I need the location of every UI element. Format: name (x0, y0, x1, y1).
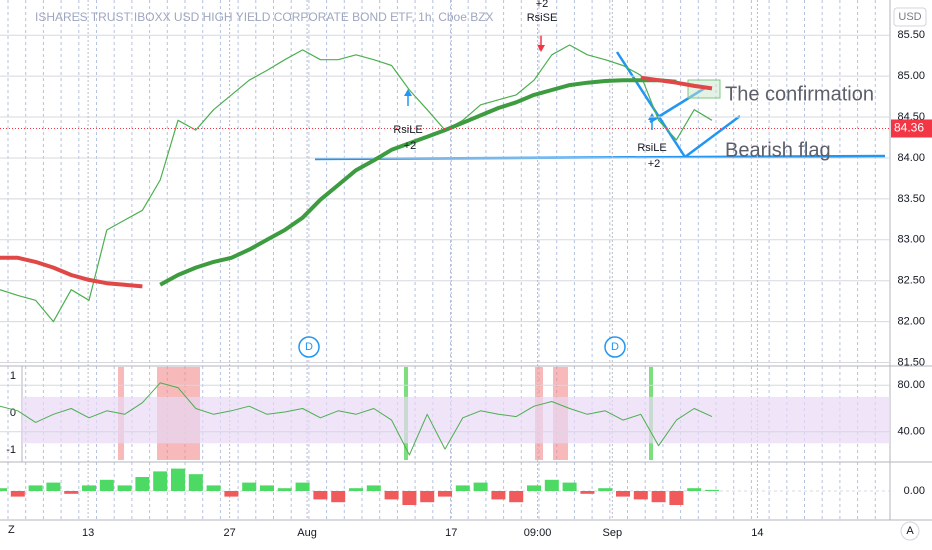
dividend-label: D (611, 341, 619, 353)
histogram-bar (616, 491, 630, 497)
histogram-bar (633, 491, 648, 500)
series-line (0, 75, 713, 289)
y-tick-label: 81.50 (897, 356, 925, 368)
histogram-bar (402, 491, 417, 505)
histogram-bar (313, 491, 328, 500)
histogram-bar (598, 488, 613, 491)
histogram-bar (438, 491, 452, 497)
histogram-bar (331, 491, 346, 503)
histogram-bar (491, 491, 506, 500)
y-tick-label: 82.00 (897, 316, 925, 328)
histogram-bar (527, 485, 541, 491)
y-tick-label: 85.00 (897, 70, 925, 82)
x-tick-label: 13 (82, 527, 94, 539)
histogram-bar (455, 485, 470, 491)
arrow (537, 45, 545, 52)
histogram-bar (562, 482, 577, 491)
histogram-bar (28, 485, 43, 491)
histogram-bar (0, 488, 7, 491)
x-tick-label: 27 (223, 527, 235, 539)
series-line (159, 78, 677, 287)
annotation: Bearish flag (725, 139, 831, 161)
x-tick-label: 14 (751, 527, 763, 539)
y-tick-label: 0.00 (904, 485, 925, 497)
histogram-bar (580, 491, 595, 494)
rsi-band (22, 396, 890, 444)
histogram-bar (206, 485, 221, 491)
currency-box[interactable] (893, 7, 927, 27)
zoom-button[interactable]: Z (8, 524, 15, 536)
histogram-bar (509, 491, 524, 503)
histogram-bar (366, 485, 381, 491)
histogram-bar (99, 479, 114, 491)
x-tick-label: Aug (297, 527, 317, 539)
auto-scale-button[interactable] (900, 521, 920, 541)
arrow (404, 89, 412, 96)
histogram-bar (260, 485, 274, 491)
y2-tick-label: 1 (10, 370, 16, 382)
currency[interactable]: USD (898, 11, 921, 23)
histogram-bar (171, 468, 185, 491)
y-tick-label: 85.50 (897, 29, 925, 41)
series-line (0, 382, 713, 456)
annotation: +2 (648, 158, 661, 170)
histogram-bar (153, 471, 168, 491)
annotation: +2 (404, 140, 417, 152)
arrow (648, 113, 656, 120)
series-line (0, 44, 713, 323)
histogram-bar (669, 491, 684, 505)
dividend-marker (604, 336, 626, 358)
y2-tick-label: -1 (6, 444, 16, 456)
x-tick-label: 17 (445, 527, 457, 539)
annotation: RsiSE (527, 12, 558, 24)
y2-tick-label: 0 (10, 407, 16, 419)
histogram-bar (420, 491, 435, 503)
histogram-bar (295, 482, 310, 491)
y-tick-label: 83.50 (897, 193, 925, 205)
annotation: The confirmation (725, 83, 874, 105)
histogram-bar (384, 491, 399, 500)
histogram-bar (82, 485, 96, 491)
x-tick-label: Sep (603, 527, 623, 539)
annotation: RsiLE (393, 124, 422, 136)
flag-line (684, 114, 741, 159)
y-tick-label: 80.00 (897, 379, 925, 391)
histogram-bar (277, 488, 292, 491)
last-price-label: 84.36 (894, 121, 924, 135)
y-tick-label: 82.50 (897, 275, 925, 287)
dividend-label: D (305, 341, 313, 353)
histogram-bar (473, 482, 488, 491)
chart-title: ISHARES TRUST IBOXX USD HIGH YIELD CORPO… (35, 10, 494, 24)
y-tick-label: 40.00 (897, 426, 925, 438)
annotation: RsiLE (637, 142, 666, 154)
histogram-bar (224, 491, 239, 497)
histogram-bar (651, 491, 666, 503)
histogram-bar (10, 491, 25, 497)
dividend-marker (298, 336, 320, 358)
histogram-bar (46, 482, 61, 491)
flag-pole (615, 51, 687, 158)
histogram-bar (687, 488, 702, 491)
histogram-bar (349, 488, 363, 491)
histogram-bar (188, 474, 203, 491)
x-tick-label: 09:00 (524, 527, 552, 539)
histogram-bar (64, 491, 79, 494)
auto-scale-label[interactable]: A (906, 525, 914, 537)
histogram-bar (135, 477, 150, 491)
y-tick-label: 83.00 (897, 234, 925, 246)
last-price-tag (891, 119, 932, 138)
histogram-bar (117, 485, 132, 491)
histogram-bar (242, 482, 257, 491)
histogram-bar (544, 479, 559, 491)
annotation: +2 (536, 0, 549, 10)
histogram-bar (705, 489, 719, 491)
y-tick-label: 84.00 (897, 152, 925, 164)
